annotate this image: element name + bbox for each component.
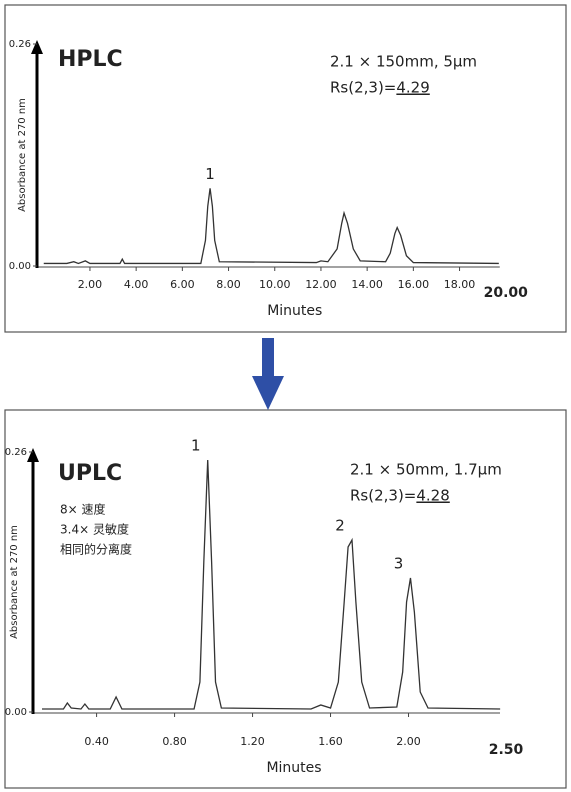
x-tick-label: 0.40	[84, 735, 109, 748]
resolution-value: 4.28	[416, 487, 449, 505]
x-tick-label: 6.00	[170, 278, 195, 291]
x-tick-label: 12.00	[305, 278, 337, 291]
x-tick-label: 16.00	[398, 278, 430, 291]
column-spec: 2.1 × 150mm, 5μm	[330, 53, 477, 71]
y-tick-label: 0.00	[5, 707, 27, 718]
note: 8× 速度	[60, 502, 106, 517]
x-tick-label: 14.00	[351, 278, 383, 291]
y-axis-label: Absorbance at 270 nm	[9, 525, 20, 639]
x-tick-label: 2.00	[396, 735, 421, 748]
y-tick-label: 0.26	[9, 39, 31, 50]
x-tick-label: 2.00	[78, 278, 103, 291]
y-tick-label: 0.00	[9, 261, 31, 272]
x-tick-label: 10.00	[259, 278, 291, 291]
x-axis-label: Minutes	[266, 760, 321, 776]
column-spec: 2.1 × 50mm, 1.7μm	[350, 461, 502, 479]
x-tick-label: 1.60	[318, 735, 343, 748]
x-axis-label: Minutes	[267, 303, 322, 319]
chart-title: UPLC	[58, 461, 122, 486]
panel-frame	[4, 4, 567, 333]
trace	[42, 459, 501, 710]
x-tick-label: 4.00	[124, 278, 149, 291]
trace	[43, 188, 499, 265]
x-tick-label: 8.00	[216, 278, 241, 291]
x-tick-label: 18.00	[444, 278, 476, 291]
y-axis-arrowhead	[27, 448, 39, 462]
x-tick-label: 20.00	[484, 285, 529, 301]
note: 相同的分离度	[60, 542, 132, 557]
peak-label: 1	[205, 165, 215, 183]
chart-title: HPLC	[58, 47, 123, 72]
resolution-label: Rs(2,3)=	[330, 79, 396, 97]
x-tick-label: 2.50	[489, 742, 524, 758]
note: 3.4× 灵敏度	[60, 522, 129, 537]
peak-label: 2	[335, 517, 345, 535]
peak-label: 3	[394, 555, 404, 573]
peak-label: 1	[191, 437, 201, 455]
x-tick-label: 1.20	[240, 735, 265, 748]
resolution-value: 4.29	[396, 79, 429, 97]
y-tick-label: 0.26	[5, 447, 27, 458]
x-tick-label: 0.80	[162, 735, 187, 748]
resolution-label: Rs(2,3)=	[350, 487, 416, 505]
down-arrow	[252, 338, 284, 410]
y-axis-arrowhead	[31, 40, 43, 54]
y-axis-label: Absorbance at 270 nm	[17, 98, 28, 212]
panel-frame	[4, 409, 567, 789]
